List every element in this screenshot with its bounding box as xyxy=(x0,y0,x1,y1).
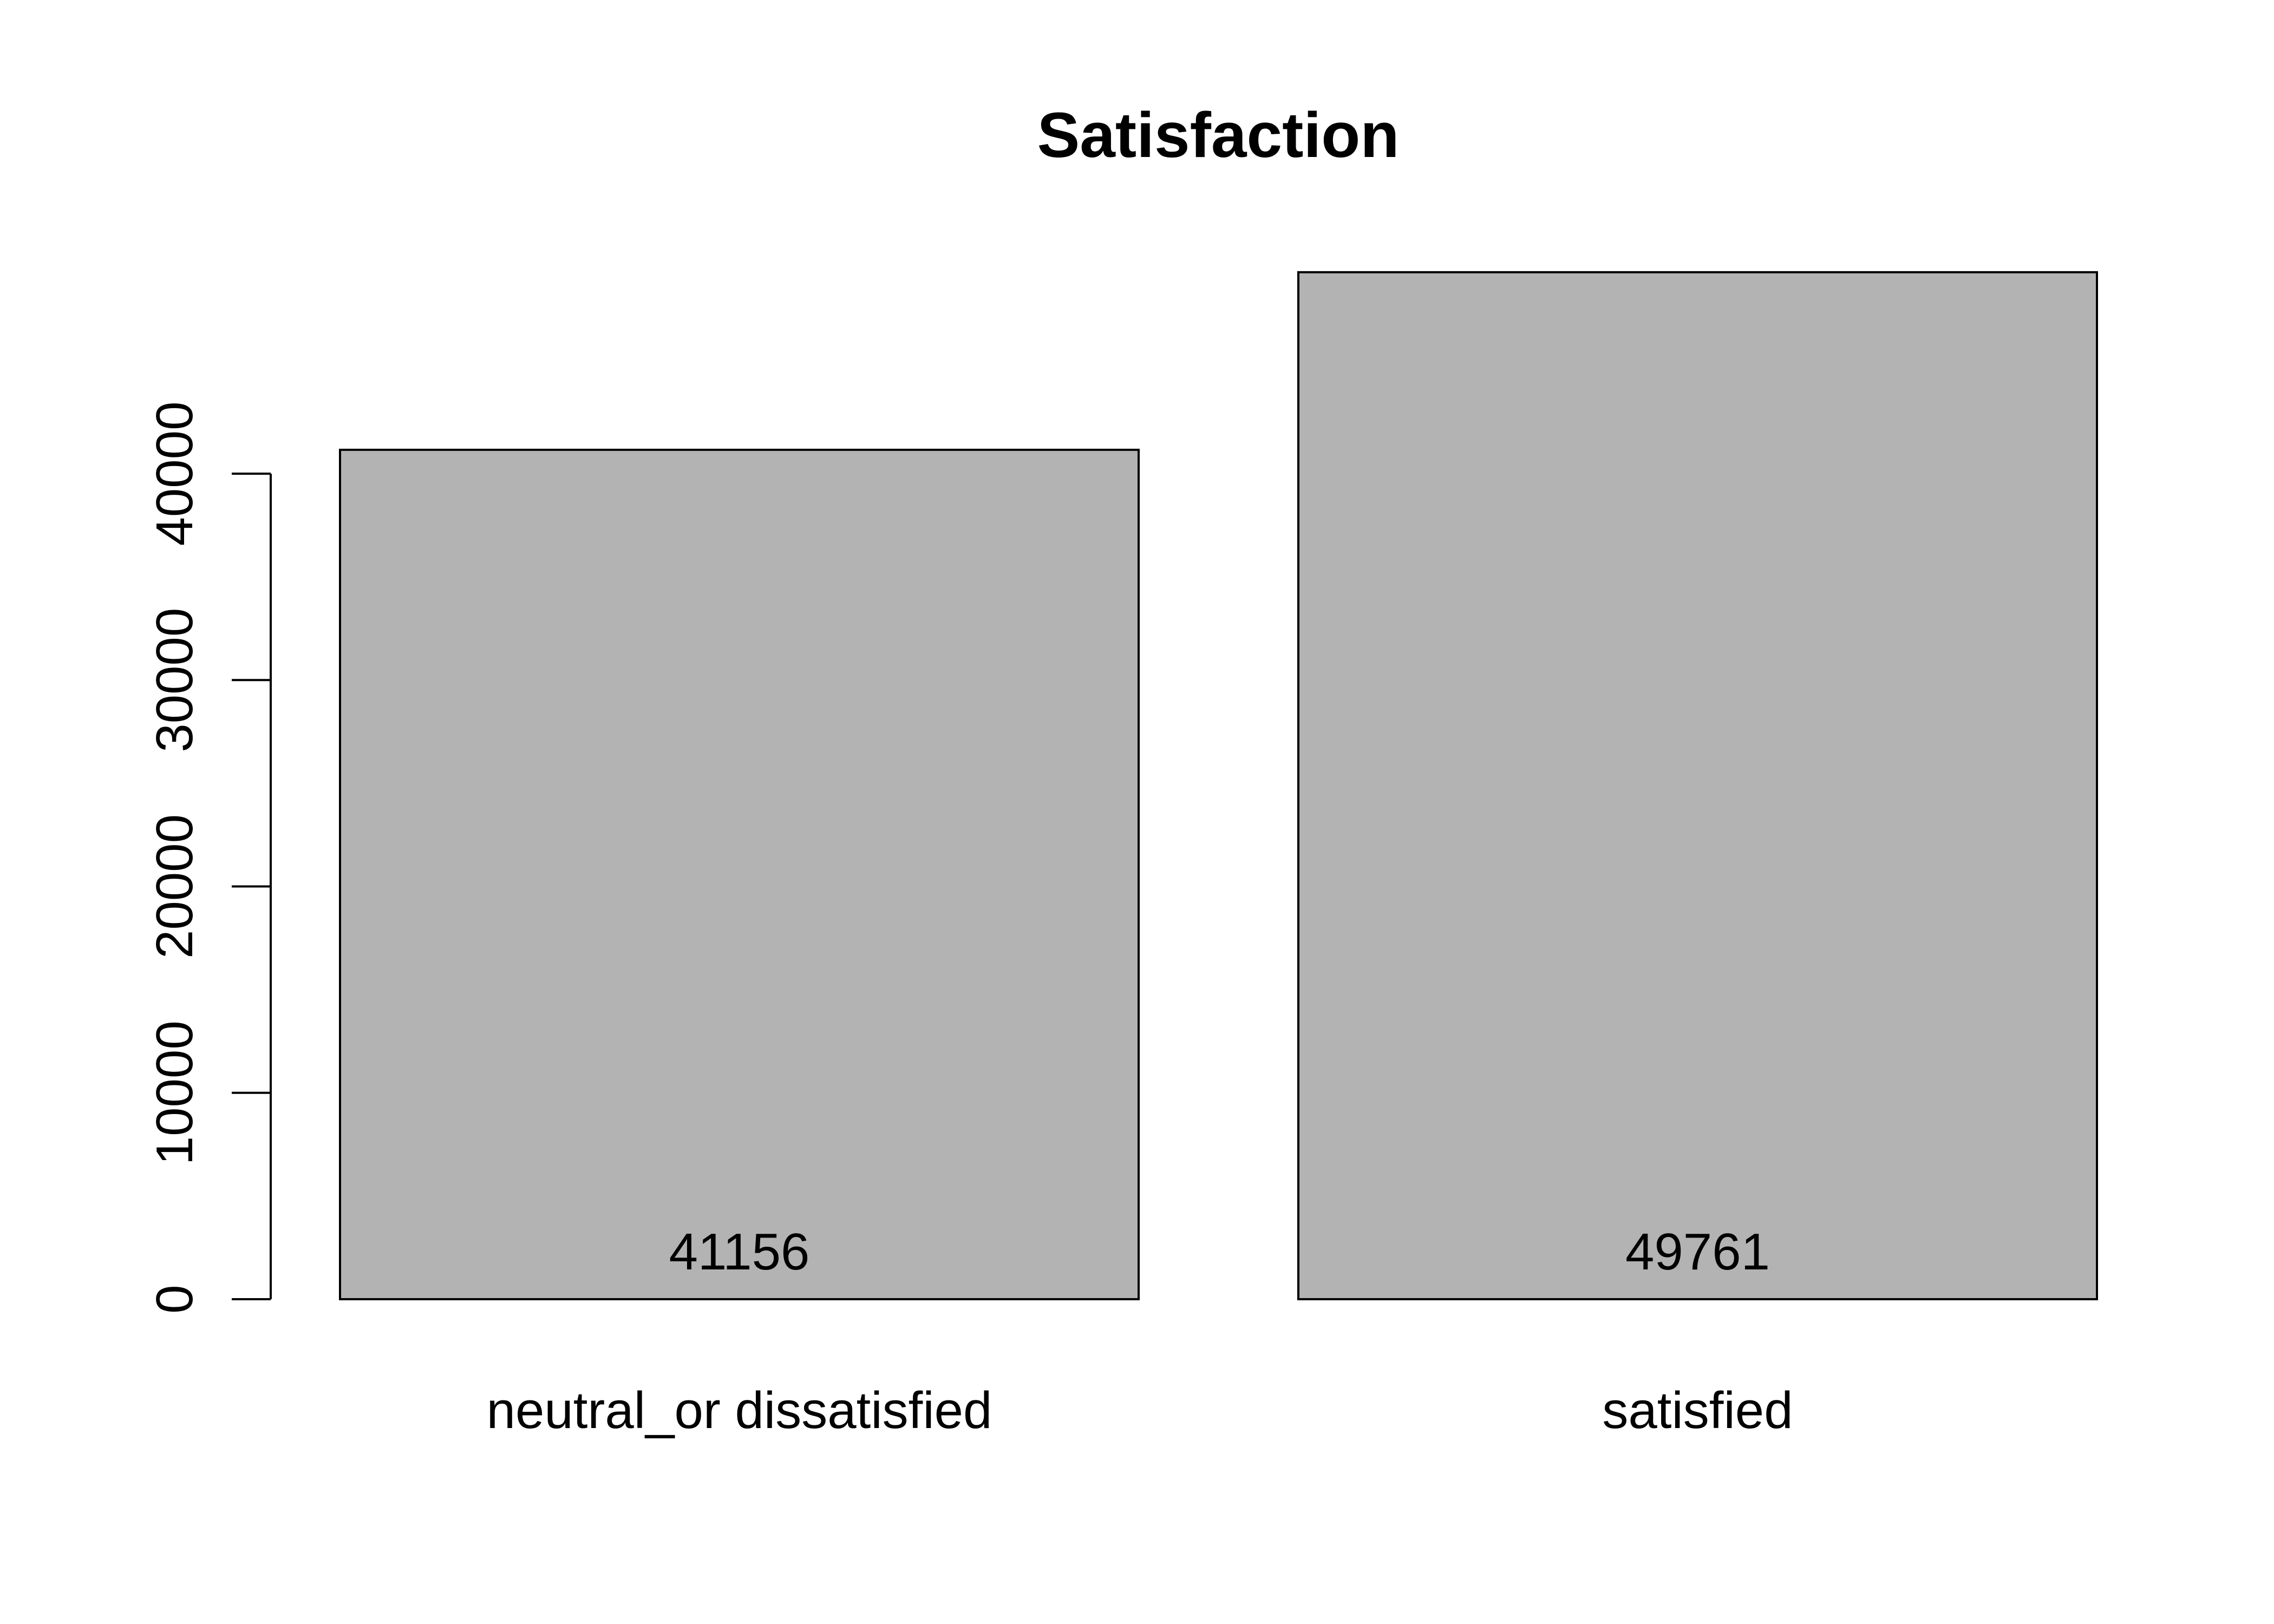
x-axis-labels: neutral_or dissatisfied satisfied xyxy=(487,1381,1793,1439)
y-axis: 0 10000 20000 30000 40000 xyxy=(146,402,272,1314)
y-tick-label: 40000 xyxy=(146,402,204,546)
x-category-label: neutral_or dissatisfied xyxy=(487,1381,992,1439)
x-category-label: satisfied xyxy=(1602,1381,1793,1439)
bar-value-label: 49761 xyxy=(1625,1223,1770,1281)
bar-satisfied xyxy=(1297,271,2098,1301)
bar-value-label: 41156 xyxy=(669,1223,810,1281)
chart-title: Satisfaction xyxy=(1037,100,1400,171)
y-tick-label: 20000 xyxy=(146,814,204,959)
bar-neutral-or-dissatisfied xyxy=(339,448,1140,1300)
y-tick-label: 30000 xyxy=(146,608,204,752)
y-tick-label: 10000 xyxy=(146,1020,204,1165)
y-tick-label: 0 xyxy=(146,1285,204,1313)
bars: 41156 49761 xyxy=(339,271,2098,1301)
